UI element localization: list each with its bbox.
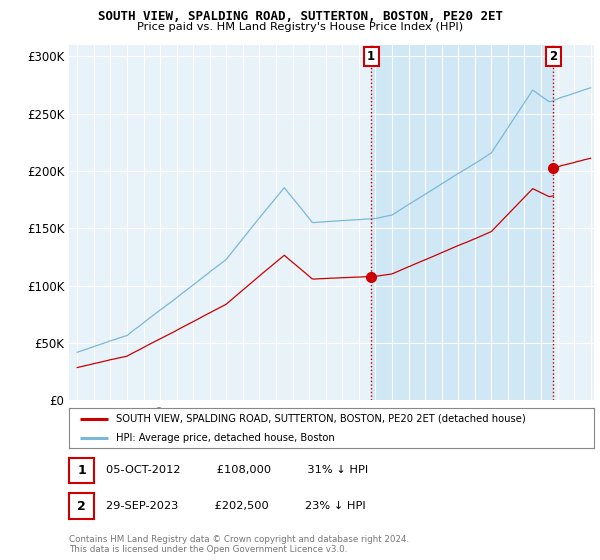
Text: 2: 2	[77, 500, 86, 513]
Text: This data is licensed under the Open Government Licence v3.0.: This data is licensed under the Open Gov…	[69, 545, 347, 554]
Bar	[371, 45, 553, 400]
Text: 05-OCT-2012          £108,000          31% ↓ HPI: 05-OCT-2012 £108,000 31% ↓ HPI	[106, 465, 368, 475]
Text: Price paid vs. HM Land Registry's House Price Index (HPI): Price paid vs. HM Land Registry's House …	[137, 22, 463, 32]
Text: SOUTH VIEW, SPALDING ROAD, SUTTERTON, BOSTON, PE20 2ET: SOUTH VIEW, SPALDING ROAD, SUTTERTON, BO…	[97, 10, 503, 23]
Text: 1: 1	[367, 50, 376, 63]
Text: 1: 1	[77, 464, 86, 477]
Text: 2: 2	[550, 50, 557, 63]
Text: HPI: Average price, detached house, Boston: HPI: Average price, detached house, Bost…	[116, 433, 335, 443]
Text: SOUTH VIEW, SPALDING ROAD, SUTTERTON, BOSTON, PE20 2ET (detached house): SOUTH VIEW, SPALDING ROAD, SUTTERTON, BO…	[116, 414, 526, 424]
Text: Contains HM Land Registry data © Crown copyright and database right 2024.: Contains HM Land Registry data © Crown c…	[69, 535, 409, 544]
Text: 29-SEP-2023          £202,500          23% ↓ HPI: 29-SEP-2023 £202,500 23% ↓ HPI	[106, 501, 366, 511]
